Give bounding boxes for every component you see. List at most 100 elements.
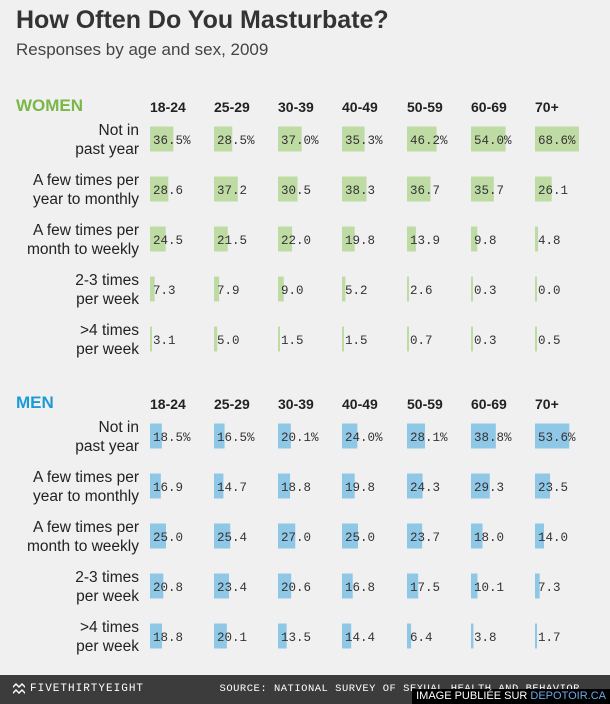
women-bar <box>278 276 284 302</box>
women-bar <box>535 276 537 302</box>
women-value-label: 28.5% <box>217 134 255 148</box>
men-bar <box>342 423 358 449</box>
men-value-label: 14.4 <box>345 631 375 645</box>
women-value-label: 7.3 <box>153 284 176 298</box>
women-row-label: A few times per <box>33 172 139 189</box>
men-value-label: 23.4 <box>217 581 247 595</box>
men-value-label: 16.8 <box>345 581 375 595</box>
women-value-label: 37.2 <box>217 184 247 198</box>
women-value-label: 13.9 <box>410 234 440 248</box>
women-col-header: 30-39 <box>278 99 314 115</box>
women-bar <box>471 226 478 252</box>
men-value-label: 16.5% <box>217 431 255 445</box>
men-col-header: 60-69 <box>471 396 507 412</box>
women-row-label: year to monthly <box>33 191 139 208</box>
men-bar <box>278 523 296 549</box>
men-value-label: 25.0 <box>345 531 375 545</box>
women-bar <box>342 126 365 152</box>
women-value-label: 0.3 <box>474 284 497 298</box>
men-row-label: past year <box>75 438 139 455</box>
men-value-label: 6.4 <box>410 631 433 645</box>
chart-svg: WOMEN 18-24 25-29 30-39 40-49 50-59 60-69 70+ No… <box>16 96 579 655</box>
men-bar <box>407 473 423 499</box>
men-bar <box>471 523 483 549</box>
men-value-label: 7.3 <box>538 581 561 595</box>
men-value-label: 13.5 <box>281 631 311 645</box>
women-value-label: 26.1 <box>538 184 568 198</box>
men-value-label: 25.4 <box>217 531 247 545</box>
credit-link[interactable]: DEPOTOIR.CA <box>530 690 606 702</box>
men-value-label: 20.1 <box>217 631 247 645</box>
women-value-label: 9.0 <box>281 284 304 298</box>
women-row-label: per week <box>76 291 139 308</box>
women-row-label: >4 times <box>80 322 139 339</box>
women-value-label: 0.7 <box>410 334 433 348</box>
women-bar <box>342 226 355 252</box>
women-value-label: 35.3% <box>345 134 383 148</box>
women-bar <box>214 226 228 252</box>
women-bar <box>150 276 155 302</box>
women-bar <box>407 326 409 352</box>
men-value-label: 18.5% <box>153 431 191 445</box>
men-value-label: 14.7 <box>217 481 247 495</box>
men-bar <box>214 573 229 599</box>
women-value-label: 2.6 <box>410 284 433 298</box>
men-bar <box>150 573 164 599</box>
men-col-header: 40-49 <box>342 396 378 412</box>
women-bar <box>471 176 494 202</box>
women-value-label: 3.1 <box>153 334 176 348</box>
women-value-label: 28.6 <box>153 184 183 198</box>
women-value-label: 19.8 <box>345 234 375 248</box>
brand-text: FIVETHIRTYEIGHT <box>30 683 145 695</box>
men-bar <box>535 423 570 449</box>
women-col-header: 50-59 <box>407 99 443 115</box>
men-value-label: 17.5 <box>410 581 440 595</box>
women-value-label: 7.9 <box>217 284 240 298</box>
women-value-label: 1.5 <box>345 334 368 348</box>
men-bar <box>342 623 352 649</box>
men-bar <box>342 473 355 499</box>
women-value-label: 46.2% <box>410 134 448 148</box>
men-row-label: year to monthly <box>33 488 139 505</box>
men-bar <box>150 523 166 549</box>
women-bar <box>407 126 437 152</box>
men-value-label: 23.7 <box>410 531 440 545</box>
fivethirtyeight-logo-icon <box>13 683 25 694</box>
women-value-label: 38.3 <box>345 184 375 198</box>
women-bar <box>471 326 473 352</box>
women-bar <box>214 276 220 302</box>
men-value-label: 27.0 <box>281 531 311 545</box>
women-value-label: 36.5% <box>153 134 191 148</box>
women-bar <box>214 126 233 152</box>
women-bar <box>150 326 152 352</box>
women-value-label: 54.0% <box>474 134 512 148</box>
women-col-header: 18-24 <box>150 99 186 115</box>
men-row-label: A few times per <box>33 469 139 486</box>
women-bar <box>342 326 344 352</box>
men-bar <box>342 523 358 549</box>
men-value-label: 18.8 <box>153 631 183 645</box>
women-bar <box>407 276 409 302</box>
chart-subtitle: Responses by age and sex, 2009 <box>16 40 269 59</box>
men-bar <box>535 523 544 549</box>
men-value-label: 24.3 <box>410 481 440 495</box>
men-bar <box>278 623 287 649</box>
men-row-label: month to weekly <box>27 538 139 555</box>
men-value-label: 18.0 <box>474 531 504 545</box>
men-bar <box>471 473 490 499</box>
women-value-label: 68.6% <box>538 134 576 148</box>
women-section-label: WOMEN <box>16 96 83 115</box>
women-bar <box>535 326 537 352</box>
men-bar <box>471 623 474 649</box>
women-row-label: 2-3 times <box>75 272 139 289</box>
women-row-label: A few times per <box>33 222 139 239</box>
men-bar <box>214 623 227 649</box>
women-value-label: 1.5 <box>281 334 304 348</box>
women-bar <box>278 326 280 352</box>
men-row-label: per week <box>76 638 139 655</box>
women-col-header: 40-49 <box>342 99 378 115</box>
women-value-label: 35.7 <box>474 184 504 198</box>
men-bar <box>407 623 412 649</box>
men-row-label: Not in <box>99 419 140 436</box>
men-value-label: 14.0 <box>538 531 568 545</box>
